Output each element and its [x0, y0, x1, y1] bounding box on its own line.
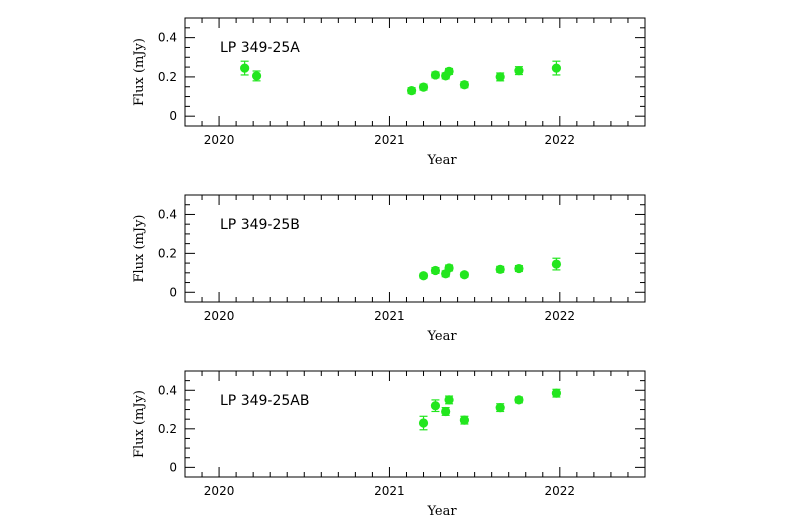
chart-panel-2: 2020 2021 2022 0 0.2 0.4 Year Flux (mJy) LP 349-… — [132, 194, 646, 344]
data-point — [514, 263, 524, 274]
y-axis-label: Flux (mJy) — [132, 214, 147, 282]
x-tick-label: 2021 — [374, 133, 405, 147]
data-point — [441, 406, 451, 417]
plot-frame — [184, 194, 646, 303]
data-point — [551, 63, 562, 73]
data-point — [418, 271, 429, 281]
plot-frame — [184, 17, 646, 127]
data-point — [495, 72, 505, 82]
data-point — [459, 80, 470, 90]
x-tick-label: 2022 — [545, 484, 576, 498]
data-point — [240, 63, 250, 73]
y-tick-label: 0.4 — [158, 31, 177, 45]
data-point — [444, 263, 454, 273]
data-point — [459, 270, 470, 280]
chart-title: LP 349-25AB — [220, 393, 309, 409]
x-tick-label: 2020 — [204, 309, 235, 323]
y-tick-label: 0.2 — [158, 422, 177, 436]
y-tick-label: 0.4 — [158, 207, 177, 221]
data-point — [514, 66, 524, 76]
y-axis-label: Flux (mJy) — [132, 38, 147, 106]
data-point — [551, 259, 562, 269]
y-tick-label: 0 — [169, 109, 177, 123]
y-axis-label: Flux (mJy) — [132, 390, 147, 458]
data-point — [514, 395, 524, 405]
data-point — [430, 70, 441, 80]
data-point — [418, 418, 429, 428]
data-point — [444, 395, 454, 405]
data-point — [495, 403, 505, 413]
x-tick-label: 2020 — [204, 484, 235, 498]
data-point — [406, 86, 417, 96]
data-point — [418, 82, 429, 92]
y-tick-label: 0.2 — [158, 70, 177, 84]
data-point — [459, 415, 470, 425]
chart-title: LP 349-25A — [220, 40, 300, 56]
x-axis-label: Year — [426, 329, 457, 344]
data-point — [430, 401, 441, 411]
x-tick-label: 2022 — [545, 309, 576, 323]
data-point — [495, 264, 505, 274]
chart-panel-1: 2020 2021 2022 0 0.2 0.4 Year Flux (mJy) LP 349-… — [132, 17, 646, 168]
y-tick-label: 0.2 — [158, 246, 177, 260]
x-tick-label: 2020 — [204, 133, 235, 147]
x-axis-label: Year — [426, 153, 457, 168]
x-tick-label: 2021 — [374, 309, 405, 323]
x-tick-label: 2021 — [374, 484, 405, 498]
data-point — [551, 388, 562, 398]
chart-panel-3: 2020 2021 2022 0 0.2 0.4 Year Flux (mJy) LP 349-… — [132, 370, 646, 519]
y-tick-label: 0 — [169, 460, 177, 474]
data-point — [430, 265, 441, 276]
y-tick-label: 0.4 — [158, 383, 177, 397]
chart-title: LP 349-25B — [220, 217, 300, 233]
data-point — [444, 66, 454, 77]
y-tick-label: 0 — [169, 285, 177, 299]
x-axis-label: Year — [426, 504, 457, 519]
data-point — [251, 71, 262, 81]
x-tick-label: 2022 — [545, 133, 576, 147]
plot-frame — [184, 370, 646, 478]
